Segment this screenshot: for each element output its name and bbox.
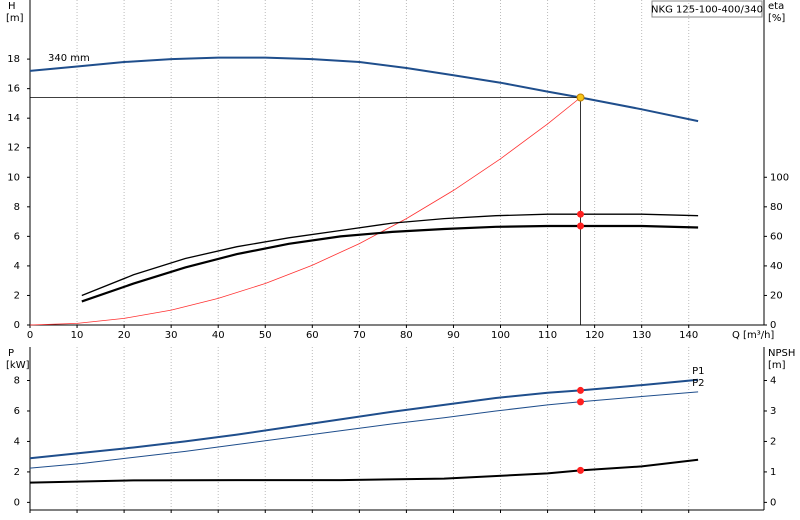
y2-tick-label: 1 — [770, 467, 776, 478]
x-tick-label: 50 — [259, 330, 272, 341]
y-tick-label: 2 — [14, 290, 20, 301]
series-line — [29, 378, 699, 460]
chart-title: NKG 125-100-400/340 — [651, 5, 763, 16]
title-box — [651, 0, 763, 18]
y-axis-unit: [m] — [6, 13, 24, 24]
y2-tick-label: 3 — [770, 406, 776, 417]
y2-tick-label: 0 — [770, 497, 776, 508]
y2-tick-label: 80 — [770, 202, 783, 213]
series-line — [81, 224, 699, 303]
x-tick-label: 70 — [353, 330, 366, 341]
duty-point — [577, 222, 584, 230]
y2-tick-label: 20 — [770, 290, 783, 301]
duty-point — [577, 386, 584, 394]
x-tick-label: 90 — [447, 330, 460, 341]
series-label: P1 — [692, 366, 704, 377]
y-tick-label: 6 — [14, 231, 20, 242]
duty-point — [577, 210, 584, 218]
y-tick-label: 8 — [14, 202, 20, 213]
y-tick-label: 0 — [14, 320, 20, 331]
series-label: P2 — [692, 378, 704, 389]
x-tick-label: 100 — [491, 330, 510, 341]
duty-point — [577, 466, 584, 474]
y2-tick-label: 40 — [770, 261, 783, 272]
x-tick-label: 40 — [212, 330, 225, 341]
x-tick-label: 80 — [400, 330, 413, 341]
y-tick-label: 2 — [14, 467, 20, 478]
x-tick-label: 30 — [165, 330, 178, 341]
y-tick-label: 4 — [14, 436, 20, 447]
series-label: 340 mm — [48, 53, 90, 64]
x-tick-label: 110 — [538, 330, 557, 341]
x-axis-label: Q [m³/h] — [732, 330, 774, 341]
y-tick-label: 14 — [7, 113, 20, 124]
y-tick-label: 0 — [14, 497, 20, 508]
x-tick-label: 120 — [585, 330, 604, 341]
x-tick-label: 130 — [632, 330, 651, 341]
y2-axis-label: NPSH — [768, 348, 795, 359]
y-axis-unit: [kW] — [6, 360, 30, 371]
series-line — [29, 391, 699, 469]
y-tick-label: 6 — [14, 406, 20, 417]
y-tick-label: 16 — [7, 84, 20, 95]
y2-tick-label: 0 — [770, 320, 776, 331]
y2-axis-unit: [%] — [768, 13, 785, 24]
y-tick-label: 4 — [14, 261, 20, 272]
x-tick-label: 140 — [679, 330, 698, 341]
x-tick-label: 0 — [27, 330, 33, 341]
y2-tick-label: 100 — [770, 172, 789, 183]
y2-tick-label: 2 — [770, 436, 776, 447]
x-tick-label: 60 — [306, 330, 319, 341]
y2-axis-unit: [m] — [768, 360, 786, 371]
series-line — [29, 97, 581, 326]
series-line — [29, 458, 699, 484]
x-tick-label: 20 — [118, 330, 131, 341]
y2-tick-label: 4 — [770, 376, 776, 387]
y-tick-label: 8 — [14, 376, 20, 387]
y-tick-label: 12 — [7, 143, 20, 154]
series-line — [29, 56, 699, 123]
y2-axis-label: eta — [768, 1, 784, 12]
duty-point — [576, 93, 585, 102]
x-tick-label: 10 — [71, 330, 84, 341]
y2-tick-label: 60 — [770, 231, 783, 242]
y-tick-label: 10 — [7, 172, 20, 183]
y-tick-label: 18 — [7, 54, 20, 65]
duty-point — [577, 398, 584, 406]
y-axis-label: H — [8, 1, 16, 12]
y-axis-label: P — [8, 348, 14, 359]
